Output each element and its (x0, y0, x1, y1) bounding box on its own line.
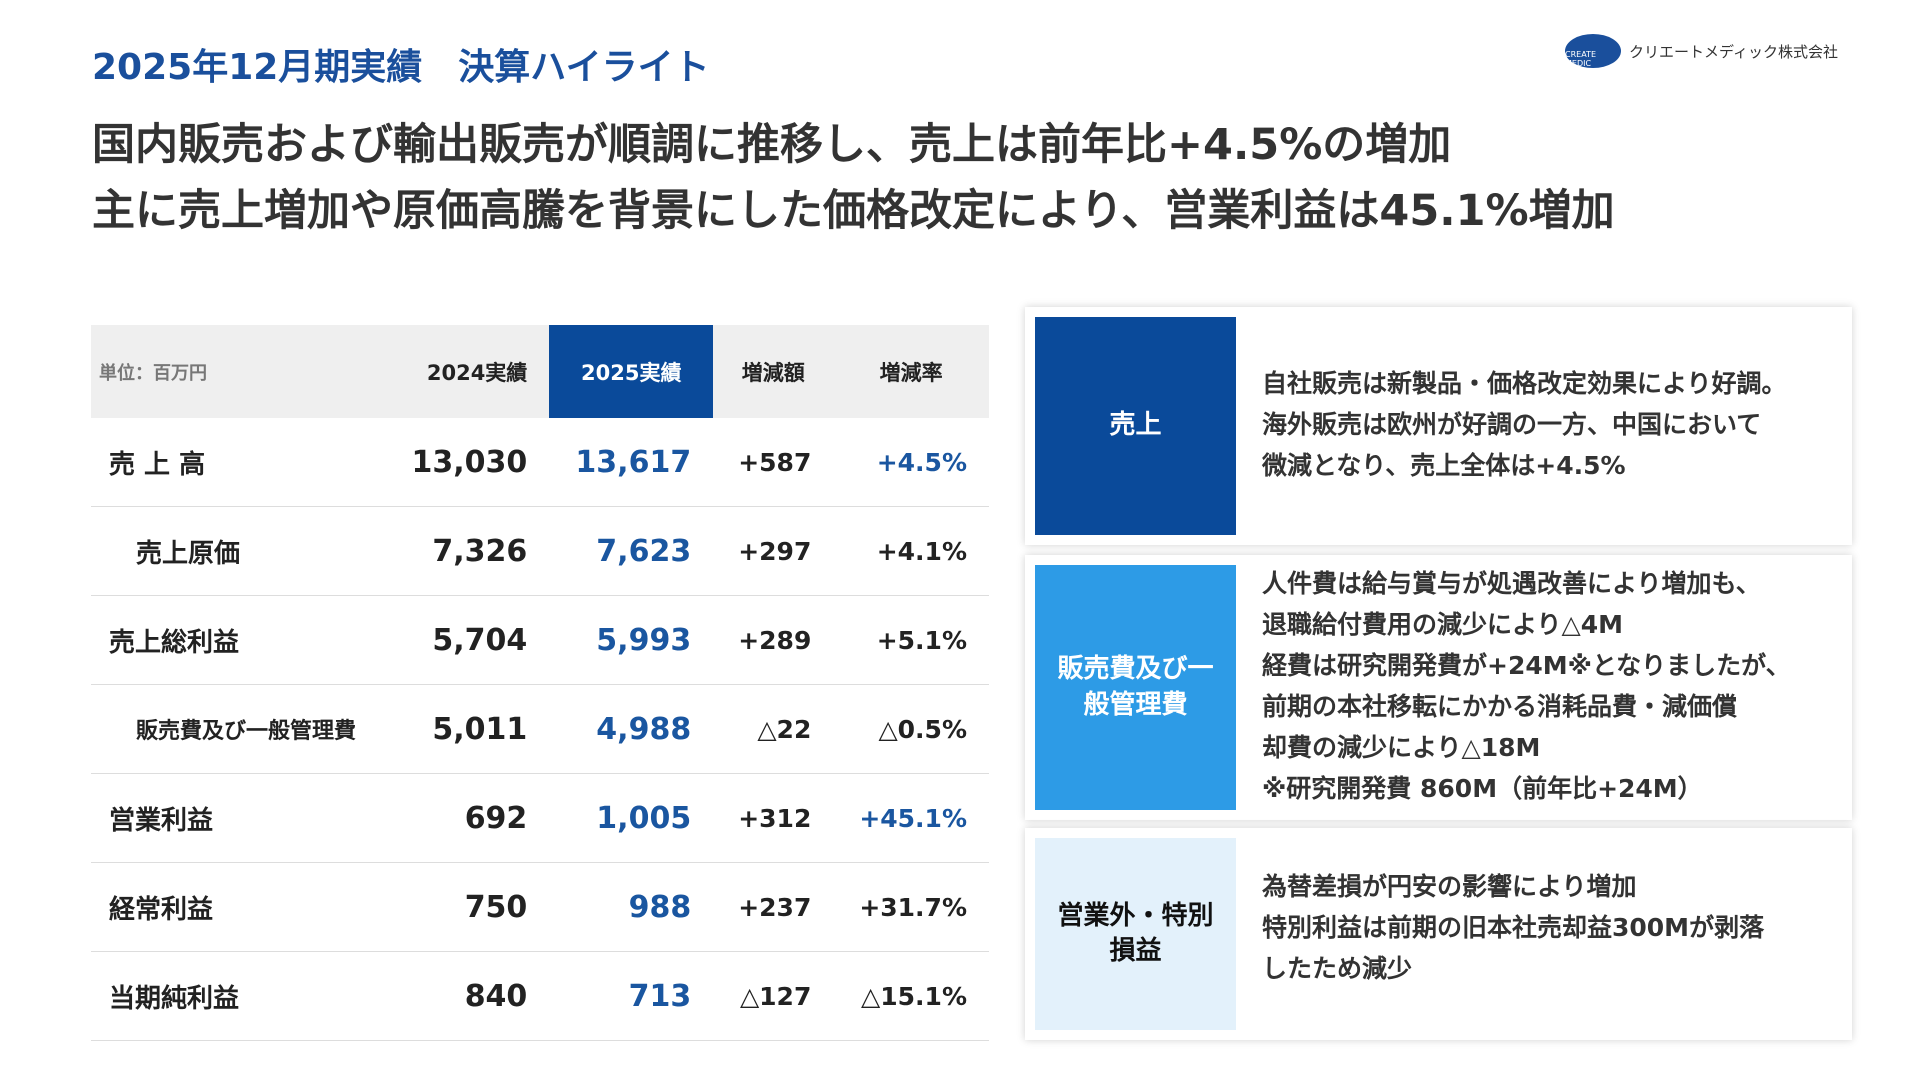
text-line: 前期の本社移転にかかる消耗品費・減価償 (1262, 692, 1738, 721)
card-text: 為替差損が円安の影響により増加特別利益は前期の旧本社売却益300Mが剥落 したため… (1262, 866, 1764, 989)
row-label: 経常利益 (91, 862, 386, 952)
cell: 4,988 (549, 684, 714, 774)
unit: 単位：百万円 (91, 325, 386, 418)
col-head: 増減率 (833, 325, 989, 418)
cell: 7,326 (385, 506, 550, 596)
card: 営業外・特別損益 為替差損が円安の影響により増加特別利益は前期の旧本社売却益300… (1025, 828, 1852, 1040)
card-label: 売上 (1035, 317, 1236, 535)
cell: 5,993 (549, 595, 714, 685)
logo-mark: CREATE MEDIC (1565, 34, 1621, 68)
headline: 国内販売および輸出販売が順調に推移し、売上は前年比+4.5%の増加 (92, 120, 1452, 170)
cell: 692 (385, 773, 550, 863)
logo: CREATE MEDIC クリエートメディック株式会社 (1565, 34, 1838, 68)
row-label: 当期純利益 (91, 951, 386, 1041)
cell: +45.1% (833, 773, 989, 863)
cell: +237 (713, 862, 834, 952)
cell: +4.1% (833, 506, 989, 596)
row-label: 営業利益 (91, 773, 386, 863)
cell: △22 (713, 684, 834, 774)
row-label: 売 上 高 (91, 418, 386, 507)
row-label: 販売費及び一般管理費 (91, 684, 386, 774)
row-label: 売上原価 (91, 506, 386, 596)
cell: 988 (549, 862, 714, 952)
text-line: 退職給付費用の減少により△4M (1262, 610, 1624, 639)
cell: 13,617 (549, 418, 714, 507)
col-head: 2024実績 (385, 325, 550, 418)
headline: 主に売上増加や原価高騰を背景にした価格改定により、営業利益は45.1%増加 (92, 186, 1615, 236)
table-row: 売 上 高 13,030 13,617 +587 +4.5% (91, 418, 989, 507)
cell: +312 (713, 773, 834, 863)
table-row: 営業利益 692 1,005 +312 +45.1% (91, 773, 989, 863)
table-row: 当期純利益 840 713 △127 △15.1% (91, 951, 989, 1041)
results-table: 単位：百万円 2024実績 2025実績 増減額 増減率 売 上 高 13,030… (91, 325, 989, 1041)
cell: 1,005 (549, 773, 714, 863)
cell: +297 (713, 506, 834, 596)
page-title: 2025年12月期実績 決算ハイライト (92, 47, 710, 88)
card: 売上 自社販売は新製品・価格改定効果により好調。 海外販売は欧州が好調の一方、中国に… (1025, 307, 1852, 545)
text-line: 自社販売は新製品・価格改定効果により好調。 (1262, 369, 1787, 398)
card: 販売費及び一般管理費 人件費は給与賞与が処遇改善により増加も、 退職給付費用の減少に… (1025, 555, 1852, 820)
col-head: 増減額 (713, 325, 834, 418)
cell: +5.1% (833, 595, 989, 685)
table-row: 経常利益 750 988 +237 +31.7% (91, 862, 989, 952)
card-text: 自社販売は新製品・価格改定効果により好調。 海外販売は欧州が好調の一方、中国におい… (1262, 363, 1787, 486)
text-line: 人件費は給与賞与が処遇改善により増加も、 (1262, 569, 1761, 598)
text-line: 海外販売は欧州が好調の一方、中国において (1262, 410, 1762, 439)
cell: 713 (549, 951, 714, 1041)
card-text: 人件費は給与賞与が処遇改善により増加も、 退職給付費用の減少により△4M 経費は研究… (1262, 563, 1791, 809)
cell: +587 (713, 418, 834, 507)
text-line: したため減少 (1262, 954, 1413, 983)
cell: 7,623 (549, 506, 714, 596)
cell: 13,030 (385, 418, 550, 507)
cell: +289 (713, 595, 834, 685)
cell: △15.1% (833, 951, 989, 1041)
header-row: 単位：百万円 2024実績 2025実績 増減額 増減率 (91, 325, 989, 418)
cell: 5,704 (385, 595, 550, 685)
text-line: ※研究開発費 860M（前年比+24M） (1262, 774, 1703, 803)
cell: 840 (385, 951, 550, 1041)
cell: +31.7% (833, 862, 989, 952)
cell: +4.5% (833, 418, 989, 507)
table-row: 売上原価 7,326 7,623 +297 +4.1% (91, 506, 989, 596)
text-line: 微減となり、売上全体は+4.5% (1262, 451, 1626, 480)
text-line: 特別利益は前期の旧本社売却益300Mが剥落 (1262, 913, 1765, 942)
table-row: 販売費及び一般管理費 5,011 4,988 △22 △0.5% (91, 684, 989, 774)
row-label: 売上総利益 (91, 595, 386, 685)
cell: 5,011 (385, 684, 550, 774)
cell: △127 (713, 951, 834, 1041)
card-label: 販売費及び一般管理費 (1035, 565, 1236, 810)
col-head: 2025実績 (549, 325, 714, 418)
text-line: 経費は研究開発費が+24M※となりましたが、 (1262, 651, 1791, 680)
card-label: 営業外・特別損益 (1035, 838, 1236, 1030)
cell: 750 (385, 862, 550, 952)
company-name: クリエートメディック株式会社 (1629, 42, 1838, 61)
text-line: 為替差損が円安の影響により増加 (1262, 872, 1637, 901)
text-line: 却費の減少により△18M (1262, 733, 1541, 762)
table-row: 売上総利益 5,704 5,993 +289 +5.1% (91, 595, 989, 685)
cell: △0.5% (833, 684, 989, 774)
